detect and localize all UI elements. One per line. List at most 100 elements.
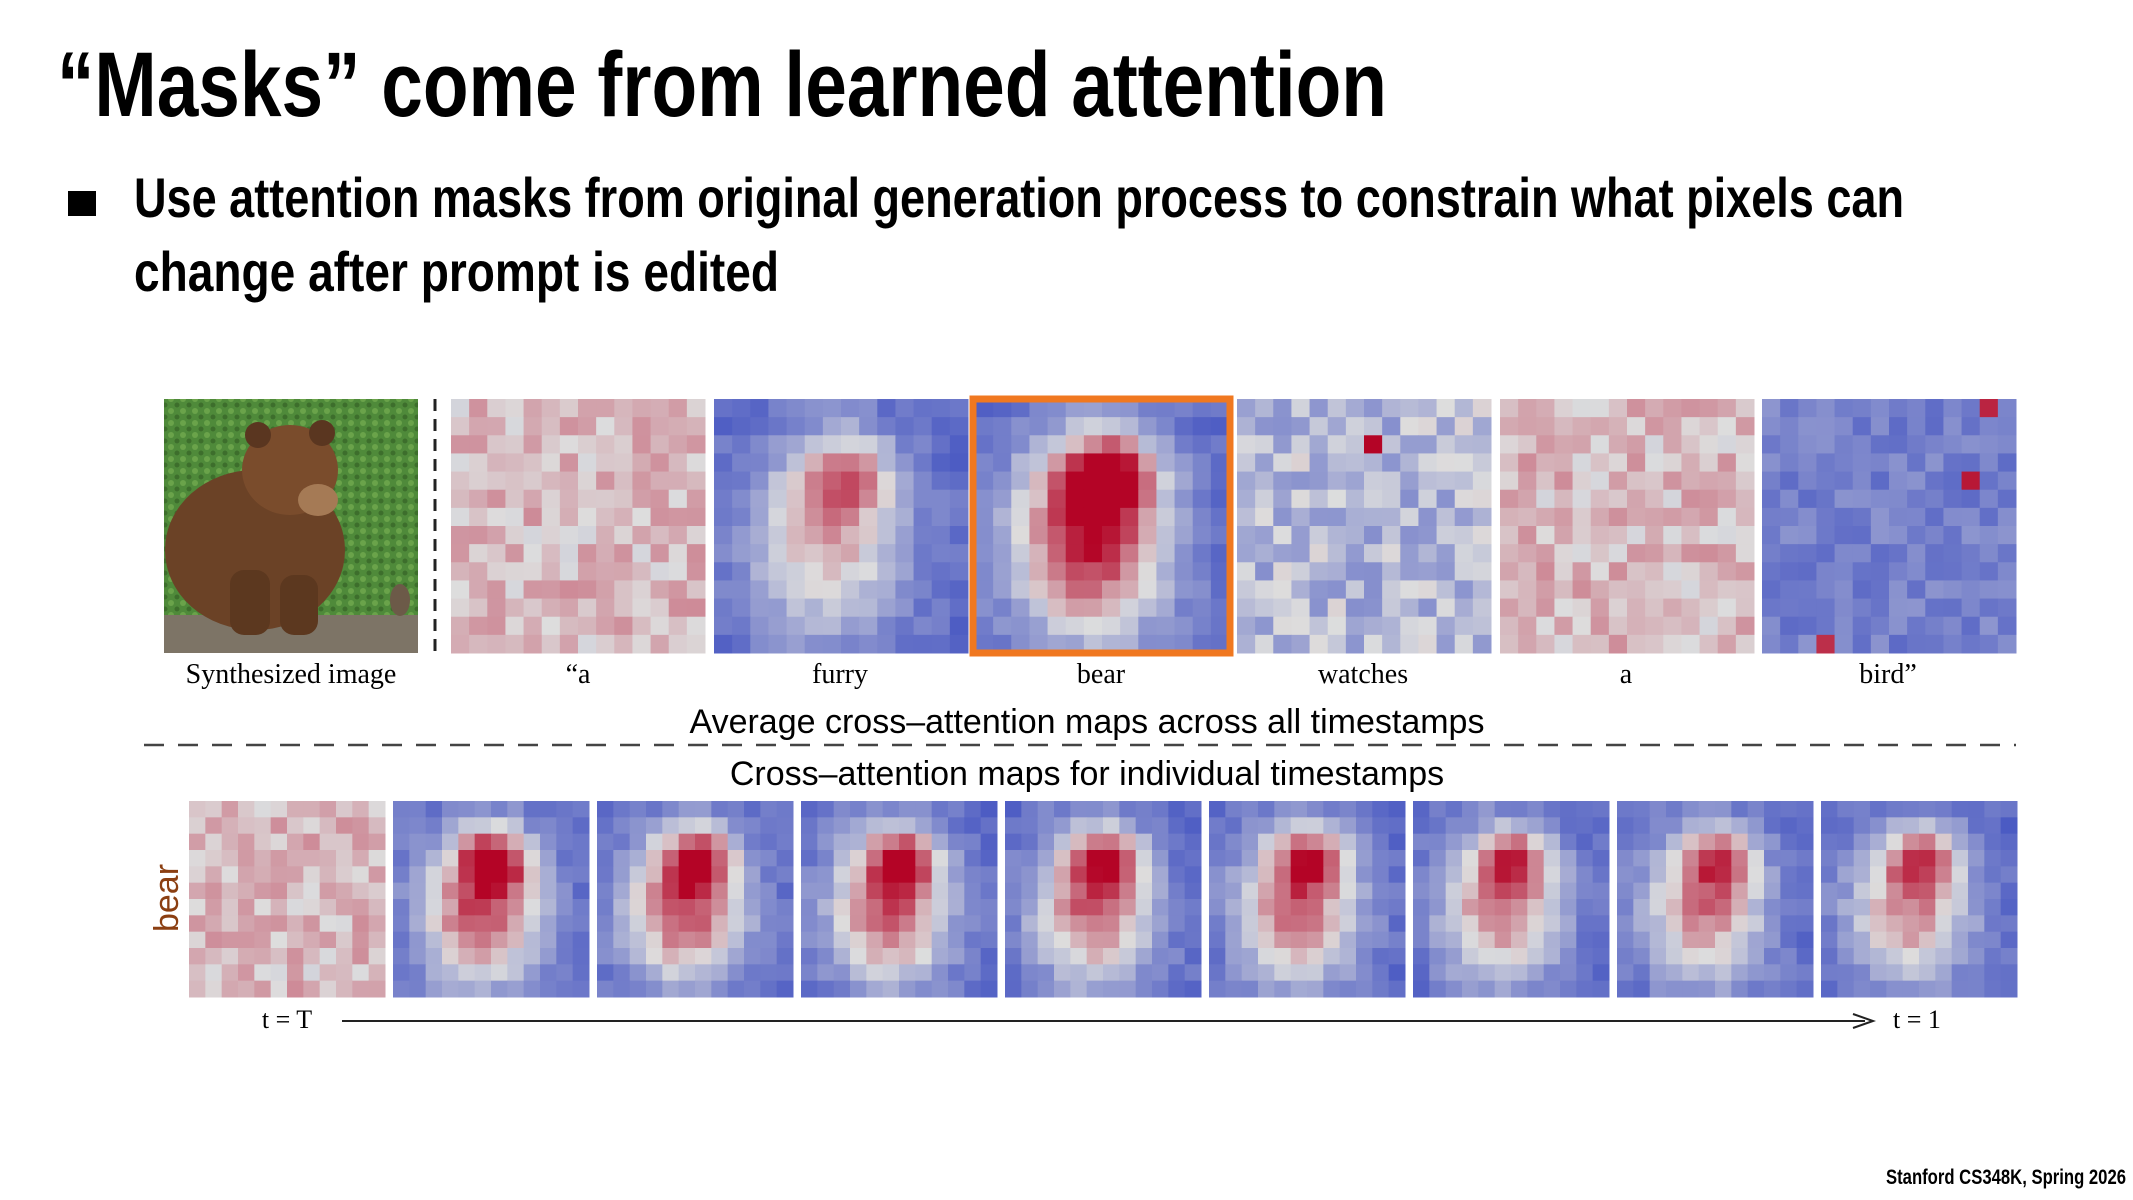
heatmap-cell bbox=[1174, 562, 1194, 581]
heatmap-cell bbox=[1429, 899, 1447, 916]
heatmap-cell bbox=[646, 866, 663, 884]
heatmap-cell bbox=[1663, 435, 1682, 454]
heatmap-cell bbox=[877, 489, 896, 509]
heatmap-cell bbox=[474, 980, 492, 998]
heatmap-cell bbox=[948, 899, 965, 916]
heatmap-cell bbox=[1527, 882, 1545, 900]
heatmap-cell bbox=[1372, 801, 1390, 818]
heatmap-cell bbox=[768, 507, 788, 527]
heatmap-cell bbox=[650, 562, 670, 581]
heatmap-cell bbox=[572, 817, 590, 835]
heatmap-cell bbox=[727, 948, 745, 965]
heatmap-cell bbox=[1436, 471, 1456, 491]
heatmap-cell bbox=[1821, 899, 1838, 916]
heatmap-cell bbox=[1388, 915, 1406, 933]
heatmap-cell bbox=[303, 931, 321, 949]
heatmap-cell bbox=[980, 882, 998, 900]
heatmap-cell bbox=[2000, 931, 2018, 949]
heatmap-cell bbox=[1816, 471, 1836, 491]
heatmap-cell bbox=[931, 562, 951, 581]
heatmap-cell bbox=[975, 507, 994, 527]
heatmap-cell bbox=[822, 435, 842, 454]
heatmap-cell bbox=[1290, 817, 1308, 835]
heatmap-cell bbox=[632, 435, 652, 454]
heatmap-cell bbox=[768, 453, 788, 473]
heatmap-cell bbox=[801, 882, 818, 900]
heatmap-cell bbox=[1047, 526, 1067, 545]
heatmap-cell bbox=[1364, 453, 1383, 473]
heatmap-cell bbox=[1255, 399, 1274, 418]
heatmap-cell bbox=[1951, 915, 1969, 933]
heatmap-cell bbox=[1184, 899, 1202, 916]
heatmap-cell bbox=[1255, 417, 1274, 436]
heatmap-cell bbox=[1323, 931, 1341, 949]
heatmap-cell bbox=[1816, 526, 1836, 545]
heatmap-cell bbox=[650, 526, 670, 545]
heatmap-cell bbox=[833, 850, 851, 867]
heatmap-cell bbox=[1065, 634, 1085, 654]
heatmap-cell bbox=[189, 964, 206, 982]
heatmap-cell bbox=[1400, 616, 1419, 636]
heatmap-cell bbox=[1572, 399, 1592, 418]
time-label: t = 1 bbox=[1893, 1005, 1941, 1034]
heatmap-cell bbox=[1103, 980, 1120, 998]
heatmap-cell bbox=[801, 931, 818, 949]
heatmap-cell bbox=[1462, 850, 1479, 867]
heatmap-cell bbox=[1645, 634, 1664, 654]
heatmap-cell bbox=[629, 882, 647, 900]
heatmap-cell bbox=[948, 833, 965, 851]
heatmap-cell bbox=[776, 801, 794, 818]
heatmap-cell bbox=[1345, 417, 1365, 436]
top-label: a bbox=[1620, 659, 1633, 690]
heatmap-cell bbox=[993, 544, 1012, 563]
heatmap-cell bbox=[1237, 435, 1256, 454]
heatmap-cell bbox=[1258, 866, 1275, 884]
heatmap-cell bbox=[1037, 980, 1055, 998]
heatmap-cell bbox=[1735, 489, 1755, 509]
heatmap-cell bbox=[1735, 634, 1755, 654]
heatmap-cell bbox=[1054, 817, 1071, 835]
footer: Stanford CS348K, Spring 2026 bbox=[1886, 1166, 2126, 1189]
heatmap-cell bbox=[303, 899, 321, 916]
heatmap-cell bbox=[1663, 453, 1682, 473]
heatmap-cell bbox=[686, 580, 706, 600]
heatmap-cell bbox=[1156, 598, 1176, 618]
heatmap-cell bbox=[1290, 882, 1308, 900]
heatmap-cell bbox=[221, 801, 239, 818]
heatmap-cell bbox=[1951, 801, 1969, 818]
heatmap-cell bbox=[1762, 598, 1781, 618]
heatmap-cell bbox=[1274, 980, 1292, 998]
heatmap-cell bbox=[1388, 866, 1406, 884]
heatmap-cell bbox=[1666, 931, 1683, 949]
heatmap-cell bbox=[882, 980, 900, 998]
heatmap-cell bbox=[1152, 833, 1169, 851]
heatmap-cell bbox=[270, 931, 288, 949]
heatmap-cell bbox=[1209, 801, 1226, 818]
heatmap-cell bbox=[409, 964, 427, 982]
heatmap-cell bbox=[1445, 801, 1463, 818]
heatmap-cell bbox=[1560, 833, 1577, 851]
heatmap-cell bbox=[1210, 435, 1230, 454]
heatmap-cell bbox=[1907, 507, 1926, 527]
heatmap-cell bbox=[559, 507, 579, 527]
heatmap-cell bbox=[1274, 833, 1292, 851]
heatmap-cell bbox=[1645, 526, 1664, 545]
heatmap-cell bbox=[776, 817, 794, 835]
heatmap-cell bbox=[1997, 417, 2017, 436]
heatmap-cell bbox=[1237, 598, 1256, 618]
heatmap-cell bbox=[1462, 817, 1479, 835]
heatmap-cell bbox=[1327, 435, 1347, 454]
heatmap-cell bbox=[859, 544, 878, 563]
heatmap-cell bbox=[491, 833, 508, 851]
heatmap-cell bbox=[303, 801, 321, 818]
heatmap-cell bbox=[1853, 915, 1871, 933]
heatmap-cell bbox=[822, 526, 842, 545]
heatmap-cell bbox=[1156, 435, 1176, 454]
heatmap-cell bbox=[1590, 435, 1610, 454]
heatmap-cell bbox=[1021, 948, 1039, 965]
heatmap-cell bbox=[1870, 899, 1887, 916]
heatmap-cell bbox=[1698, 850, 1716, 867]
heatmap-cell bbox=[491, 899, 508, 916]
heatmap-cell bbox=[352, 882, 370, 900]
heatmap-cell bbox=[841, 435, 860, 454]
